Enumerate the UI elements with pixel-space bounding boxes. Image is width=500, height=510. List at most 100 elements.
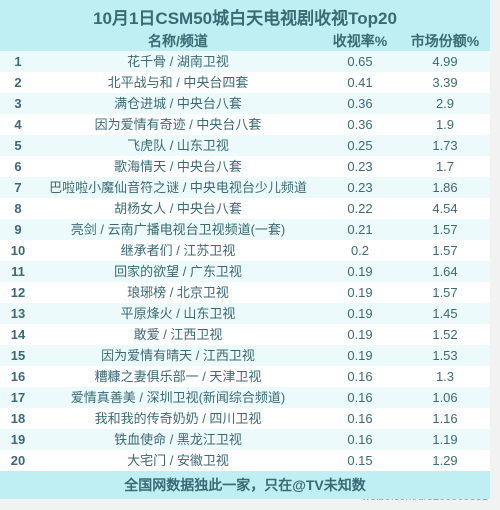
table-row: 10继承者们 / 江苏卫视0.21.57 (0, 240, 490, 261)
cell-rank: 16 (0, 366, 36, 387)
cell-rate: 0.16 (320, 408, 400, 429)
cell-rank: 19 (0, 429, 36, 450)
cell-rate: 0.19 (320, 345, 400, 366)
cell-share: 1.86 (400, 177, 490, 198)
cell-rank: 13 (0, 303, 36, 324)
cell-share: 4.99 (400, 51, 490, 72)
cell-rate: 0.23 (320, 156, 400, 177)
cell-name: 继承者们 / 江苏卫视 (36, 240, 320, 261)
cell-rank: 14 (0, 324, 36, 345)
cell-share: 4.54 (400, 198, 490, 219)
footer-prefix: 全国网数据独此一家，只在 (124, 477, 292, 493)
table-row: 4因为爱情有奇迹 / 中央台八套0.361.9 (0, 114, 490, 135)
cell-rate: 0.15 (320, 450, 400, 471)
table-row: 19铁血使命 / 黑龙江卫视0.161.19 (0, 429, 490, 450)
cell-share: 1.52 (400, 324, 490, 345)
table-row: 8胡杨女人 / 中央台八套0.224.54 (0, 198, 490, 219)
cell-share: 1.53 (400, 345, 490, 366)
col-name: 名称/频道 (36, 31, 320, 51)
col-share: 市场份额% (400, 31, 490, 51)
table-row: 20大宅门 / 安徽卫视0.151.29 (0, 450, 490, 471)
cell-share: 1.7 (400, 156, 490, 177)
cell-rank: 6 (0, 156, 36, 177)
cell-rank: 7 (0, 177, 36, 198)
cell-name: 铁血使命 / 黑龙江卫视 (36, 429, 320, 450)
cell-name: 大宅门 / 安徽卫视 (36, 450, 320, 471)
table-row: 1花千骨 / 湖南卫视0.654.99 (0, 51, 490, 72)
cell-name: 飞虎队 / 山东卫视 (36, 135, 320, 156)
table-row: 12琅琊榜 / 北京卫视0.191.57 (0, 282, 490, 303)
cell-name: 琅琊榜 / 北京卫视 (36, 282, 320, 303)
cell-share: 1.64 (400, 261, 490, 282)
cell-rank: 4 (0, 114, 36, 135)
cell-rate: 0.36 (320, 114, 400, 135)
cell-share: 2.9 (400, 93, 490, 114)
table-row: 14敢爱 / 江西卫视0.191.52 (0, 324, 490, 345)
cell-rank: 12 (0, 282, 36, 303)
cell-share: 3.39 (400, 72, 490, 93)
cell-rate: 0.2 (320, 240, 400, 261)
cell-rate: 0.36 (320, 93, 400, 114)
cell-share: 1.73 (400, 135, 490, 156)
cell-name: 敢爱 / 江西卫视 (36, 324, 320, 345)
cell-rate: 0.19 (320, 324, 400, 345)
cell-rank: 1 (0, 51, 36, 72)
cell-rate: 0.19 (320, 303, 400, 324)
table-row: 17爱情真善美 / 深圳卫视(新闻综合频道)0.161.06 (0, 387, 490, 408)
cell-share: 1.19 (400, 429, 490, 450)
cell-rate: 0.41 (320, 72, 400, 93)
ratings-table-card: 10月1日CSM50城白天电视剧收视Top20 名称/频道 收视率% 市场份额%… (0, 0, 490, 499)
cell-name: 花千骨 / 湖南卫视 (36, 51, 320, 72)
cell-share: 1.29 (400, 450, 490, 471)
cell-rank: 15 (0, 345, 36, 366)
cell-share: 1.45 (400, 303, 490, 324)
cell-rate: 0.19 (320, 282, 400, 303)
cell-share: 1.57 (400, 240, 490, 261)
cell-rate: 0.65 (320, 51, 400, 72)
cell-rank: 18 (0, 408, 36, 429)
table-row: 3满仓进城 / 中央台八套0.362.9 (0, 93, 490, 114)
col-rank (0, 31, 36, 51)
cell-name: 胡杨女人 / 中央台八套 (36, 198, 320, 219)
table-header: 名称/频道 收视率% 市场份额% (0, 31, 490, 51)
table-footer: 全国网数据独此一家，只在@TV未知数 (0, 471, 490, 499)
table-row: 13平原烽火 / 山东卫视0.191.45 (0, 303, 490, 324)
cell-rank: 17 (0, 387, 36, 408)
cell-rate: 0.19 (320, 261, 400, 282)
cell-share: 1.57 (400, 219, 490, 240)
cell-share: 1.3 (400, 366, 490, 387)
cell-rate: 0.16 (320, 429, 400, 450)
cell-name: 歌海情天 / 中央台八套 (36, 156, 320, 177)
cell-rate: 0.16 (320, 387, 400, 408)
table-row: 18我和我的传奇奶奶 / 四川卫视0.161.16 (0, 408, 490, 429)
table-title: 10月1日CSM50城白天电视剧收视Top20 (0, 0, 490, 31)
cell-rank: 20 (0, 450, 36, 471)
table-row: 5飞虎队 / 山东卫视0.251.73 (0, 135, 490, 156)
cell-share: 1.06 (400, 387, 490, 408)
table-body: 1花千骨 / 湖南卫视0.654.992北平战与和 / 中央台四套0.413.3… (0, 51, 490, 471)
cell-rank: 2 (0, 72, 36, 93)
table-row: 9亮剑 / 云南广播电视台卫视频道(一套)0.211.57 (0, 219, 490, 240)
cell-share: 1.9 (400, 114, 490, 135)
cell-name: 因为爱情有晴天 / 江西卫视 (36, 345, 320, 366)
cell-rate: 0.23 (320, 177, 400, 198)
cell-name: 北平战与和 / 中央台四套 (36, 72, 320, 93)
cell-rank: 8 (0, 198, 36, 219)
cell-rate: 0.25 (320, 135, 400, 156)
cell-rank: 11 (0, 261, 36, 282)
table-row: 7巴啦啦小魔仙音符之谜 / 中央电视台少儿频道0.231.86 (0, 177, 490, 198)
table-row: 6歌海情天 / 中央台八套0.231.7 (0, 156, 490, 177)
cell-rank: 9 (0, 219, 36, 240)
cell-name: 平原烽火 / 山东卫视 (36, 303, 320, 324)
cell-name: 我和我的传奇奶奶 / 四川卫视 (36, 408, 320, 429)
col-rate: 收视率% (320, 31, 400, 51)
cell-name: 回家的欲望 / 广东卫视 (36, 261, 320, 282)
table-row: 16糟糠之妻俱乐部一 / 天津卫视0.161.3 (0, 366, 490, 387)
footer-handle: @TV未知数 (292, 477, 366, 493)
cell-name: 满仓进城 / 中央台八套 (36, 93, 320, 114)
cell-name: 因为爱情有奇迹 / 中央台八套 (36, 114, 320, 135)
cell-share: 1.16 (400, 408, 490, 429)
cell-rank: 10 (0, 240, 36, 261)
cell-name: 巴啦啦小魔仙音符之谜 / 中央电视台少儿频道 (36, 177, 320, 198)
cell-share: 1.57 (400, 282, 490, 303)
